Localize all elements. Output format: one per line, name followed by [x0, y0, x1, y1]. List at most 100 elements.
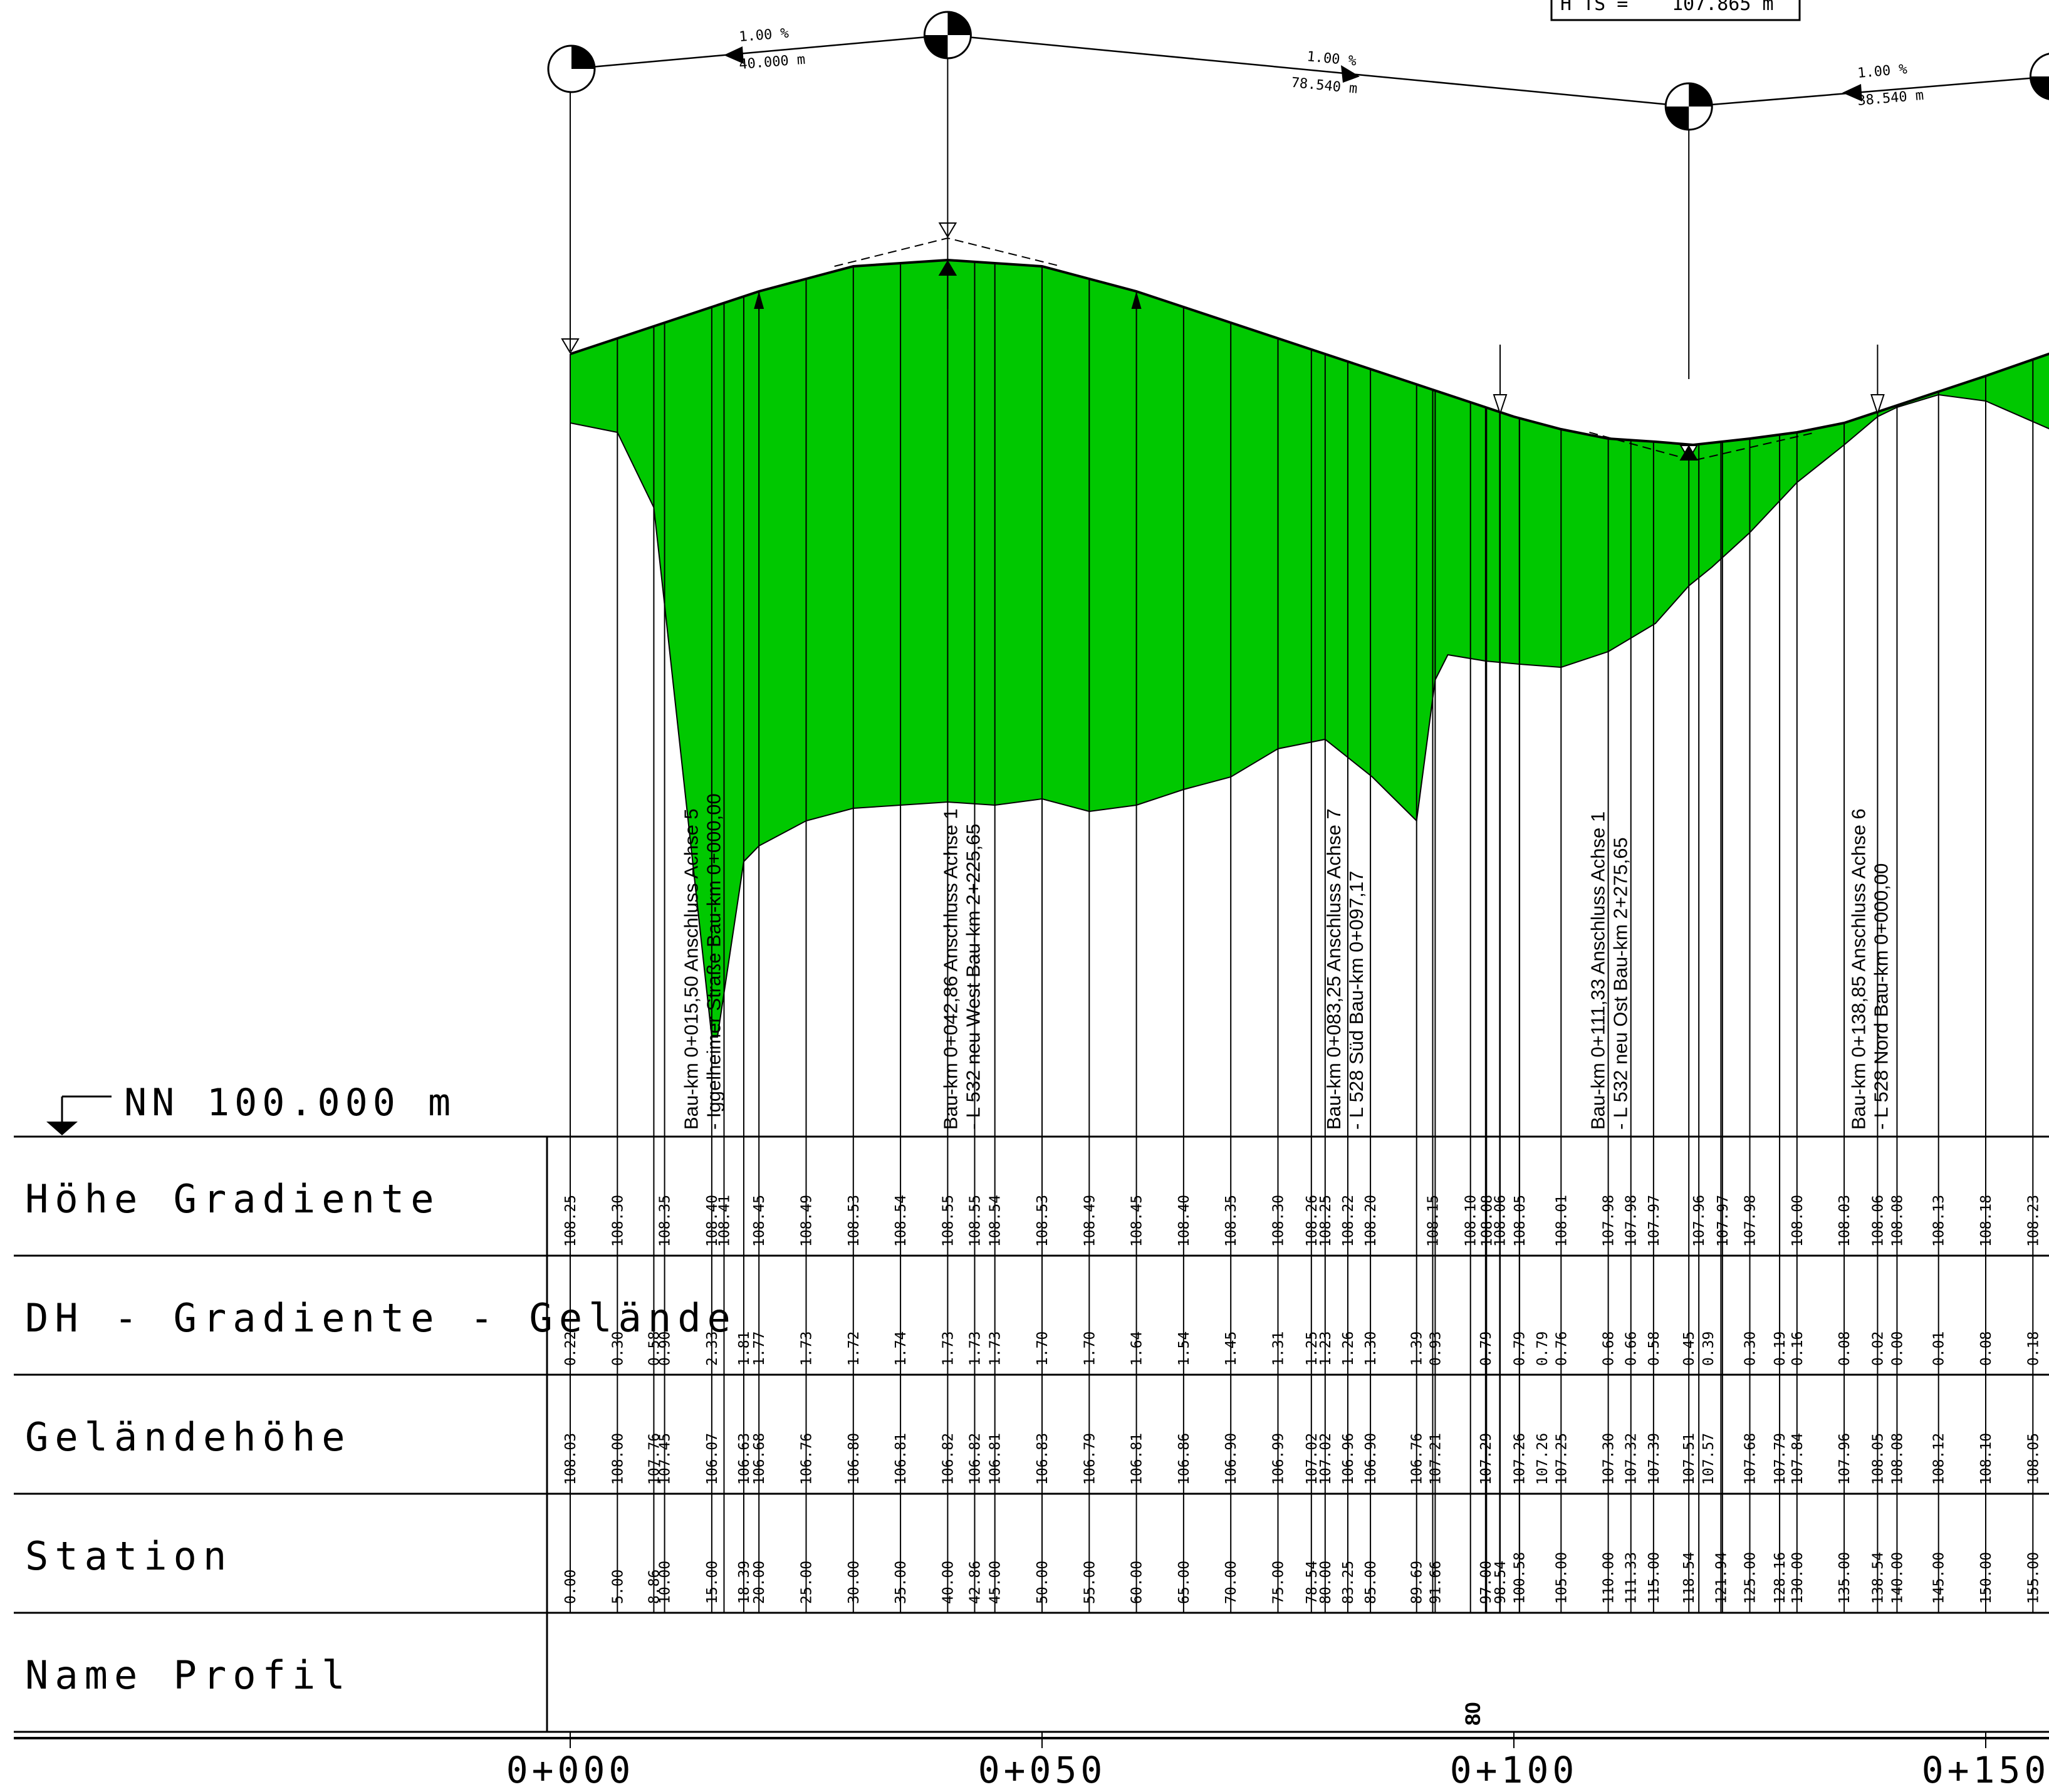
diff-value: 1.26	[1340, 1331, 1357, 1366]
ground-value: 107.32	[1624, 1433, 1640, 1485]
grade-line	[570, 258, 2049, 447]
slope-label: 1.00 % 38.540 m	[1842, 61, 1924, 109]
ground-value: 106.81	[1129, 1433, 1145, 1485]
station-value: 83.25	[1340, 1561, 1357, 1604]
station-value: 125.00	[1743, 1552, 1759, 1604]
grade-value: 108.45	[751, 1195, 768, 1247]
slope-arrow-icon	[1341, 65, 1360, 83]
diff-value: 0.58	[646, 1331, 662, 1366]
ground-value: 106.68	[751, 1433, 768, 1485]
diff-value: 1.31	[1271, 1331, 1287, 1366]
grade-value: 108.41	[716, 1195, 733, 1247]
grade-value: 108.03	[1837, 1195, 1853, 1247]
datum-marker: NN 100.000 m	[46, 1081, 451, 1135]
station-value: 138.54	[1870, 1552, 1886, 1604]
station-value: 70.00	[1223, 1561, 1239, 1604]
diff-value: 0.39	[1701, 1331, 1717, 1366]
diff-value: 1.73	[799, 1331, 815, 1366]
datum-label: NN	[124, 1081, 179, 1125]
junction-annotation: Bau-km 0+138,85 Anschluss Achse 6- L 528…	[1847, 808, 1892, 1130]
diff-value: 0.79	[1535, 1331, 1551, 1366]
diff-value: 1.77	[751, 1331, 768, 1366]
chainage-label: 0+000	[506, 1749, 635, 1791]
station-value: 130.00	[1790, 1552, 1806, 1604]
header-box: H TS = 107.865 m	[1550, 0, 1801, 21]
annotation-line: - L 532 neu West Bau-km 2+225,65	[962, 823, 984, 1130]
diff-value: 1.64	[1129, 1331, 1145, 1366]
station-value: 60.00	[1129, 1561, 1145, 1604]
diff-value: 0.01	[1931, 1331, 1947, 1366]
ground-value: 107.96	[1837, 1433, 1853, 1485]
grade-value: 108.22	[1340, 1195, 1357, 1247]
station-value: 65.00	[1176, 1561, 1192, 1604]
diff-value: 0.79	[1478, 1331, 1494, 1366]
slope-length: 40.000 m	[739, 52, 806, 73]
grade-value: 108.18	[1978, 1195, 1994, 1247]
ground-value: 107.76	[646, 1433, 662, 1485]
junction-annotations: Bau-km 0+015,50 Anschluss Achse 5- Iggel…	[680, 793, 1892, 1130]
ground-value: 106.76	[799, 1433, 815, 1485]
ground-value: 107.84	[1790, 1433, 1806, 1485]
chainage-label: 0+050	[978, 1749, 1107, 1791]
station-value: 98.54	[1493, 1561, 1509, 1604]
ground-value: 107.25	[1553, 1433, 1570, 1485]
grade-value: 107.98	[1624, 1195, 1640, 1247]
ground-line	[570, 393, 2049, 1038]
station-value: 40.00	[940, 1561, 956, 1604]
station-value: 55.00	[1082, 1561, 1098, 1604]
diff-value: 0.22	[563, 1331, 579, 1366]
gradient-polyline	[570, 34, 2049, 108]
cut-fill-area	[570, 260, 2049, 1037]
ground-value: 108.05	[2025, 1433, 2041, 1485]
chainage-axis: 0+000 0+050 0+100 0+150	[506, 1732, 2046, 1791]
station-lines	[570, 260, 2034, 1613]
diff-value: 0.45	[1681, 1331, 1697, 1366]
ground-value: 106.82	[940, 1433, 956, 1485]
grade-value: 107.98	[1601, 1195, 1617, 1247]
diff-value: 1.70	[1082, 1331, 1098, 1366]
station-value: 97.00	[1478, 1561, 1494, 1604]
station-value: 78.54	[1304, 1561, 1320, 1604]
grade-value: 108.08	[1889, 1195, 1906, 1247]
grade-value: 108.00	[1790, 1195, 1806, 1247]
grade-value: 108.08	[1479, 1195, 1495, 1247]
slope-arrow-icon	[1842, 84, 1862, 102]
profile-name-value: 80	[1461, 1702, 1485, 1726]
diff-value: 0.02	[1870, 1331, 1886, 1366]
ground-value: 107.02	[1304, 1433, 1320, 1485]
ground-value: 106.76	[1409, 1433, 1426, 1485]
diff-value: 0.68	[1601, 1331, 1617, 1366]
ground-value: 108.03	[563, 1433, 579, 1485]
ground-value: 106.63	[736, 1433, 753, 1485]
diff-value: 0.76	[1553, 1331, 1570, 1366]
ground-value: 106.83	[1035, 1433, 1051, 1485]
station-value: 80.00	[1318, 1561, 1334, 1604]
slope-label: 1.00 %78.540 m	[1291, 49, 1360, 97]
chainage-label: 0+100	[1450, 1749, 1578, 1791]
up-arrow-icon	[1131, 291, 1142, 309]
down-arrow-icon	[1493, 394, 1508, 416]
ground-value: 106.80	[846, 1433, 862, 1485]
grade-value: 108.49	[799, 1195, 815, 1247]
ground-value: 106.86	[1176, 1433, 1192, 1485]
grade-value: 108.23	[2025, 1195, 2041, 1247]
down-arrow-icon	[1870, 394, 1885, 416]
diff-value: 1.73	[988, 1331, 1004, 1366]
grade-value: 108.54	[988, 1195, 1004, 1247]
diff-value: 1.73	[967, 1331, 983, 1366]
ground-value: 106.90	[1223, 1433, 1239, 1485]
ground-value: 107.30	[1601, 1433, 1617, 1485]
grade-value: 108.53	[1035, 1195, 1051, 1247]
ground-value: 106.79	[1082, 1433, 1098, 1485]
grade-value: 108.30	[1271, 1195, 1287, 1247]
slope-percent: 1.00 %	[739, 26, 790, 45]
grade-value: 108.40	[704, 1195, 721, 1247]
diff-value: 1.54	[1176, 1331, 1192, 1366]
diff-value: 0.58	[1646, 1331, 1662, 1366]
profile-triangle-icon	[1679, 445, 1698, 461]
station-value: 75.00	[1271, 1561, 1287, 1604]
grade-value: 108.35	[1223, 1195, 1239, 1247]
ground-value: 107.79	[1772, 1433, 1788, 1485]
station-value: 121.94	[1713, 1552, 1729, 1604]
ground-value: 106.81	[988, 1433, 1004, 1485]
